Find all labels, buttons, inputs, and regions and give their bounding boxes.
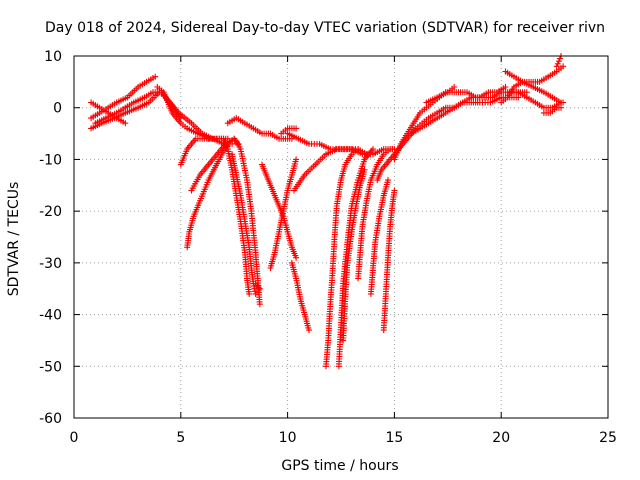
y-tick-label: -10 xyxy=(39,152,62,168)
data-points xyxy=(423,84,458,106)
y-tick-label: -60 xyxy=(39,411,62,427)
data-points xyxy=(367,177,391,297)
y-tick-label: 0 xyxy=(53,101,62,117)
data-points xyxy=(224,115,295,142)
series-arc-30 xyxy=(502,68,564,106)
x-tick-label: 25 xyxy=(599,430,617,446)
y-tick-label: -40 xyxy=(39,308,62,324)
series-arc-13 xyxy=(267,156,300,271)
x-tick-label: 0 xyxy=(70,430,79,446)
series-arc-23 xyxy=(380,187,398,334)
x-tick-label: 15 xyxy=(385,430,403,446)
x-tick-label: 10 xyxy=(279,430,297,446)
series-arc-21 xyxy=(355,146,398,282)
data-points xyxy=(177,135,253,297)
series-arc-26 xyxy=(408,84,509,137)
series-arc-27 xyxy=(423,84,458,106)
data-points xyxy=(391,89,530,163)
x-axis-label: GPS time / hours xyxy=(281,458,398,474)
data-points xyxy=(374,94,522,184)
series-arc-05 xyxy=(154,84,231,142)
y-tick-label: -50 xyxy=(39,359,62,375)
data-points xyxy=(188,135,263,308)
series-arc-17 xyxy=(284,130,396,158)
series-arc-31 xyxy=(540,104,564,116)
series-arc-12 xyxy=(252,280,263,292)
data-points xyxy=(284,130,396,158)
data-points xyxy=(252,280,263,292)
series-arc-18 xyxy=(323,146,362,370)
series-arc-08 xyxy=(188,135,263,308)
data-points xyxy=(408,84,509,137)
y-tick-label: 10 xyxy=(44,49,62,65)
data-points xyxy=(288,259,312,334)
plot-frame xyxy=(73,55,609,419)
data-points xyxy=(154,84,231,142)
series-arc-10 xyxy=(229,151,259,297)
x-tick-label: 20 xyxy=(492,430,510,446)
data-points xyxy=(278,125,300,137)
data-points xyxy=(340,166,368,344)
series-arc-22 xyxy=(367,177,391,297)
series-arc-09 xyxy=(224,115,295,142)
data-points xyxy=(335,146,376,370)
series-arc-25 xyxy=(391,89,530,163)
data-points xyxy=(355,146,398,282)
series-arc-19 xyxy=(335,146,376,370)
series-arc-06 xyxy=(177,135,253,297)
series-arc-15 xyxy=(288,259,312,334)
grid xyxy=(74,56,608,418)
chart-title: Day 018 of 2024, Sidereal Day-to-day VTE… xyxy=(45,20,605,36)
data-points xyxy=(380,187,398,334)
series-arc-14 xyxy=(278,125,300,137)
data-points xyxy=(267,156,300,271)
y-axis-label: SDTVAR / TECUs xyxy=(6,182,22,297)
data-points xyxy=(229,151,259,297)
data-points xyxy=(502,68,564,106)
plot-area xyxy=(88,53,567,370)
x-tick-label: 5 xyxy=(176,430,185,446)
series-arc-24 xyxy=(374,94,522,184)
y-tick-label: -30 xyxy=(39,256,62,272)
data-points xyxy=(323,146,362,370)
data-points xyxy=(540,104,564,116)
series-arc-20 xyxy=(340,166,368,344)
y-tick-label: -20 xyxy=(39,204,62,220)
axis-ticks: 0 5 10 15 20 25 10 0 -10 -20 -30 -40 -50 -60 xyxy=(39,49,617,446)
